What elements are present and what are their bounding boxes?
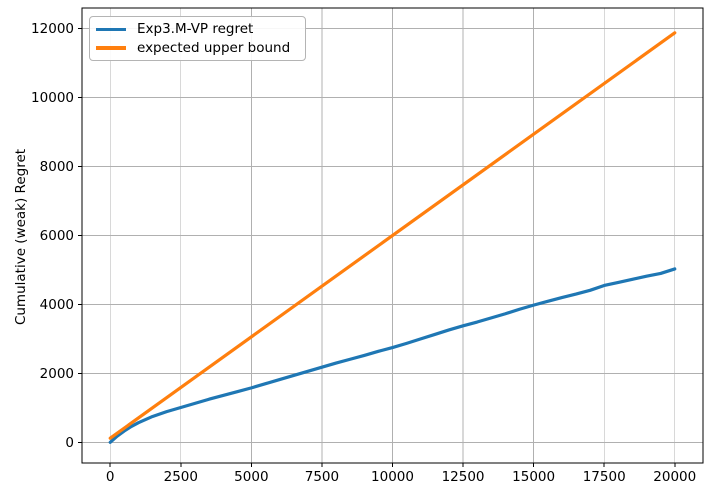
x-tick-label: 20000: [653, 469, 696, 485]
legend-line-swatch-upper-bound: [96, 46, 126, 50]
y-tick-label: 12000: [31, 21, 74, 37]
legend-entry-regret: Exp3.M-VP regret: [96, 20, 297, 39]
y-tick-label: 8000: [40, 159, 74, 175]
x-tick-label: 7500: [305, 469, 339, 485]
y-tick-label: 2000: [40, 366, 74, 382]
x-tick-label: 2500: [164, 469, 198, 485]
legend-entry-upper-bound: expected upper bound: [96, 39, 297, 58]
y-axis-label: Cumulative (weak) Regret: [13, 148, 29, 326]
x-tick-label: 12500: [442, 469, 485, 485]
y-tick-label: 10000: [31, 90, 74, 106]
y-tick-label: 6000: [40, 228, 74, 244]
x-tick-label: 0: [106, 469, 115, 485]
legend-label-upper-bound: expected upper bound: [137, 39, 291, 56]
y-tick-label: 4000: [40, 297, 74, 313]
x-tick-label: 15000: [512, 469, 555, 485]
legend-label-regret: Exp3.M-VP regret: [137, 21, 254, 38]
legend: Exp3.M-VP regret expected upper bound: [89, 16, 306, 61]
x-tick-label: 17500: [583, 469, 626, 485]
legend-line-swatch-regret: [96, 27, 126, 31]
series-line-0: [108, 267, 677, 444]
y-tick-label: 0: [65, 435, 74, 451]
x-tick-label: 5000: [234, 469, 268, 485]
series-line-1: [108, 31, 677, 440]
x-tick-label: 10000: [371, 469, 414, 485]
